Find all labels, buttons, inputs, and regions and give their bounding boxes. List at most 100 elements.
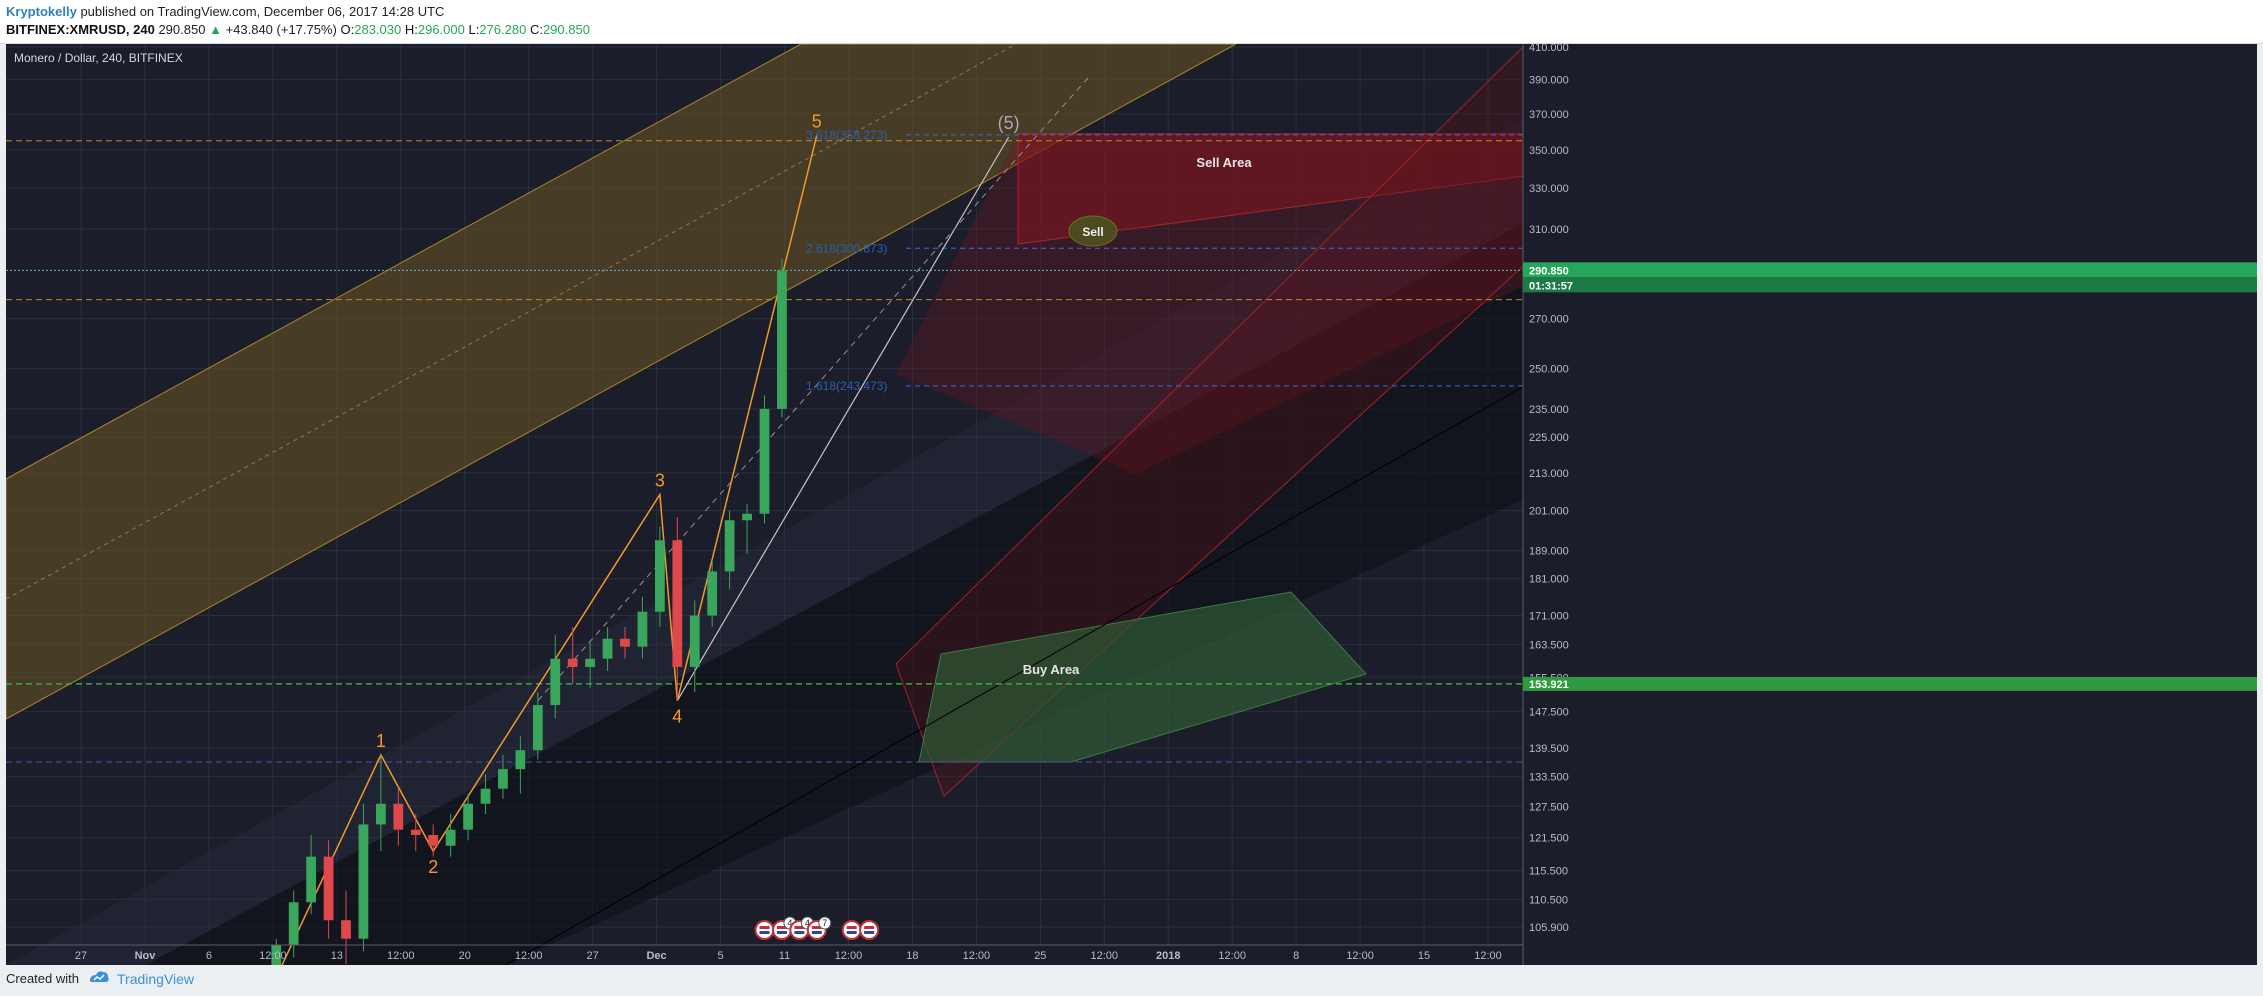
flag-stripe xyxy=(811,931,822,934)
high-label: H: xyxy=(404,22,418,37)
price-chart[interactable]: 3.618(358.273) 2.618(300.873) 1.618(243.47… xyxy=(6,44,2257,965)
price-tick-label: 115.500 xyxy=(1529,866,1568,878)
time-tick-label: 12:00 xyxy=(1346,950,1374,962)
time-tick-label: 27 xyxy=(75,950,87,962)
price-tick-label: 270.000 xyxy=(1529,314,1569,326)
price-tick-label: 133.500 xyxy=(1529,771,1569,783)
price-tick-label: 110.500 xyxy=(1529,894,1568,906)
price-tick-label: 390.000 xyxy=(1529,75,1569,87)
candle-body xyxy=(532,705,543,751)
candle-body xyxy=(498,769,508,789)
price-tick-label: 105.900 xyxy=(1529,922,1569,934)
symbol-label: BITFINEX:XMRUSD, 240 xyxy=(6,22,155,37)
candle-body xyxy=(585,658,596,667)
candle-body xyxy=(463,803,473,830)
time-tick-label: 13 xyxy=(331,950,343,962)
price-tick-label: 163.500 xyxy=(1529,640,1569,652)
candle-body xyxy=(759,408,770,514)
sell-callout-label: Sell xyxy=(1082,225,1103,239)
time-tick-label: 12:00 xyxy=(963,950,991,962)
sell-callout-bubble xyxy=(1068,215,1118,247)
price-tick-label: 127.500 xyxy=(1529,801,1569,813)
open-label: O: xyxy=(340,22,355,37)
candle-body xyxy=(341,920,351,939)
ohlc-line: BITFINEX:XMRUSD, 240 290.850 ▲ +43.840 (… xyxy=(6,22,590,37)
candle-body xyxy=(742,513,752,521)
candle-body xyxy=(550,658,561,706)
high-value: 296.000 xyxy=(417,22,465,37)
price-tick-label: 250.000 xyxy=(1529,364,1569,376)
open-value: 283.030 xyxy=(354,22,402,37)
time-tick-label: Nov xyxy=(135,950,157,962)
flag-stripe xyxy=(811,926,822,929)
us-flag-event-icon[interactable] xyxy=(754,920,775,940)
price-tick-label: 350.000 xyxy=(1529,145,1569,157)
fib-level-label: 2.618(300.873) xyxy=(806,241,887,255)
candle-body xyxy=(515,750,526,770)
candle-body xyxy=(654,540,665,612)
candle-body xyxy=(672,540,683,667)
time-tick-label: 6 xyxy=(206,950,212,962)
price-tick-label: 139.500 xyxy=(1529,743,1569,755)
time-tick-label: 15 xyxy=(1418,950,1430,962)
countdown-value: 01:31:57 xyxy=(1529,280,1573,292)
time-tick-label: 12:00 xyxy=(835,950,863,962)
time-tick-label: 25 xyxy=(1034,950,1046,962)
event-count: 4 xyxy=(787,918,792,928)
fib-level-label: 1.618(243.473) xyxy=(806,379,887,393)
flag-stripe xyxy=(864,931,875,934)
time-tick-label: 27 xyxy=(587,950,599,962)
time-tick-label: 12:00 xyxy=(1474,950,1502,962)
flag-stripe xyxy=(776,926,787,929)
elliott-wave-path xyxy=(281,135,818,965)
candle-body xyxy=(323,856,334,921)
event-count: 4 xyxy=(805,918,810,928)
candle-body xyxy=(306,856,317,903)
candle-body xyxy=(707,571,718,616)
sell-area-label: Sell Area xyxy=(1196,155,1252,170)
candle-body xyxy=(410,829,421,835)
time-tick-label: 20 xyxy=(459,950,471,962)
time-tick-label: 2018 xyxy=(1156,950,1180,962)
change-text: +43.840 (+17.75%) xyxy=(225,22,337,37)
price-axis[interactable] xyxy=(1523,44,2257,965)
flag-stripe xyxy=(794,926,805,929)
price-tick-label: 225.000 xyxy=(1529,432,1569,444)
flag-stripe xyxy=(846,931,857,934)
yellow-channel-band xyxy=(6,44,1237,720)
close-value: 290.850 xyxy=(542,22,590,37)
candle-body xyxy=(480,788,491,804)
wave-label: 1 xyxy=(376,731,386,751)
candle-body xyxy=(777,270,787,409)
published-text: published on TradingView.com, December 0… xyxy=(80,4,445,19)
created-with-text: Created with xyxy=(6,971,79,986)
wave-label: 3 xyxy=(655,471,665,491)
countdown-tag xyxy=(1523,277,2257,293)
wave-label: (5) xyxy=(998,113,1020,133)
last-price-value: 290.850 xyxy=(1529,265,1569,277)
candle-body xyxy=(288,902,299,945)
event-count: 7 xyxy=(822,918,827,928)
chart-title: Monero / Dollar, 240, BITFINEX xyxy=(14,51,183,65)
price-tick-label: 235.000 xyxy=(1529,404,1569,416)
chart-area[interactable]: 3.618(358.273) 2.618(300.873) 1.618(243.47… xyxy=(6,44,2257,965)
us-flag-event-icon[interactable] xyxy=(859,920,880,940)
price-tick-label: 171.000 xyxy=(1529,611,1569,623)
price-tick-label: 201.000 xyxy=(1529,505,1569,517)
time-tick-label: 18 xyxy=(906,950,918,962)
tradingview-logo-icon xyxy=(90,971,109,982)
flag-stripe xyxy=(864,926,875,929)
fib-level-label: 3.618(358.273) xyxy=(806,128,887,142)
wave-label: 5 xyxy=(812,111,822,131)
time-tick-label: 12:00 xyxy=(515,950,543,962)
time-tick-label: 8 xyxy=(1293,950,1299,962)
time-tick-label: 11 xyxy=(779,950,790,962)
low-label: L: xyxy=(468,22,480,37)
candle-body xyxy=(445,829,456,846)
publish-line: Kryptokelly published on TradingView.com… xyxy=(6,4,444,19)
author-link[interactable]: Kryptokelly xyxy=(6,4,77,19)
us-flag-event-icon[interactable] xyxy=(841,920,862,940)
flag-stripe xyxy=(776,931,787,934)
flag-stripe xyxy=(759,931,770,934)
tradingview-brand[interactable]: TradingView xyxy=(117,971,195,987)
